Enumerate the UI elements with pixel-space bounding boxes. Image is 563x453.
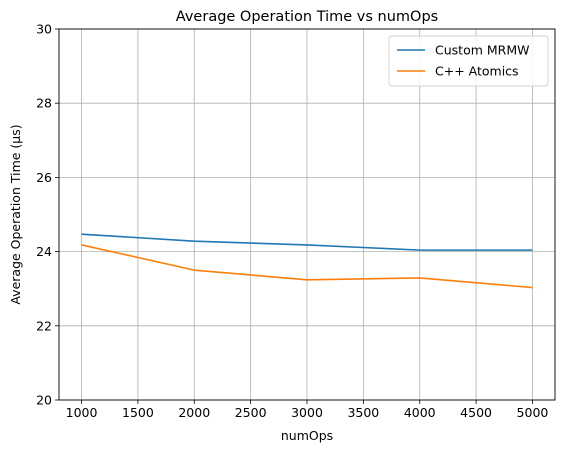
x-tick-label: 4000: [404, 405, 436, 420]
y-tick-label: 30: [36, 22, 52, 37]
legend-box: [388, 35, 549, 87]
x-tick-label: 2000: [178, 405, 210, 420]
grid: [59, 28, 555, 401]
y-tick-label: 24: [36, 244, 52, 259]
y-tick-label: 20: [36, 393, 52, 408]
chart-title: Average Operation Time vs numOps: [176, 9, 438, 25]
x-tick-label: 4500: [460, 405, 492, 420]
x-tick-label: 2500: [235, 405, 267, 420]
x-tick-label: 5000: [517, 405, 549, 420]
x-tick-label: 1500: [122, 405, 154, 420]
x-axis-label: numOps: [281, 428, 333, 443]
y-tick-label: 26: [36, 170, 52, 185]
series-lines: [81, 233, 533, 289]
x-tick-label: 3500: [347, 405, 379, 420]
series-line-1: [81, 233, 533, 251]
legend: Custom MRMW C++ Atomics: [388, 35, 549, 87]
y-axis-label: Average Operation Time (µs): [8, 124, 23, 304]
x-tick-label: 3000: [291, 405, 323, 420]
y-axis: 20 22 24 26 28 30: [36, 22, 59, 408]
x-axis: 1000 1500 2000 2500 3000 3500 4000 4500 5000: [66, 400, 549, 420]
x-tick-label: 1000: [66, 405, 98, 420]
legend-label: C++ Atomics: [435, 64, 519, 79]
series-line-2: [81, 244, 533, 289]
y-tick-label: 22: [36, 318, 52, 333]
y-tick-label: 28: [36, 96, 52, 111]
legend-label: Custom MRMW: [435, 43, 529, 58]
